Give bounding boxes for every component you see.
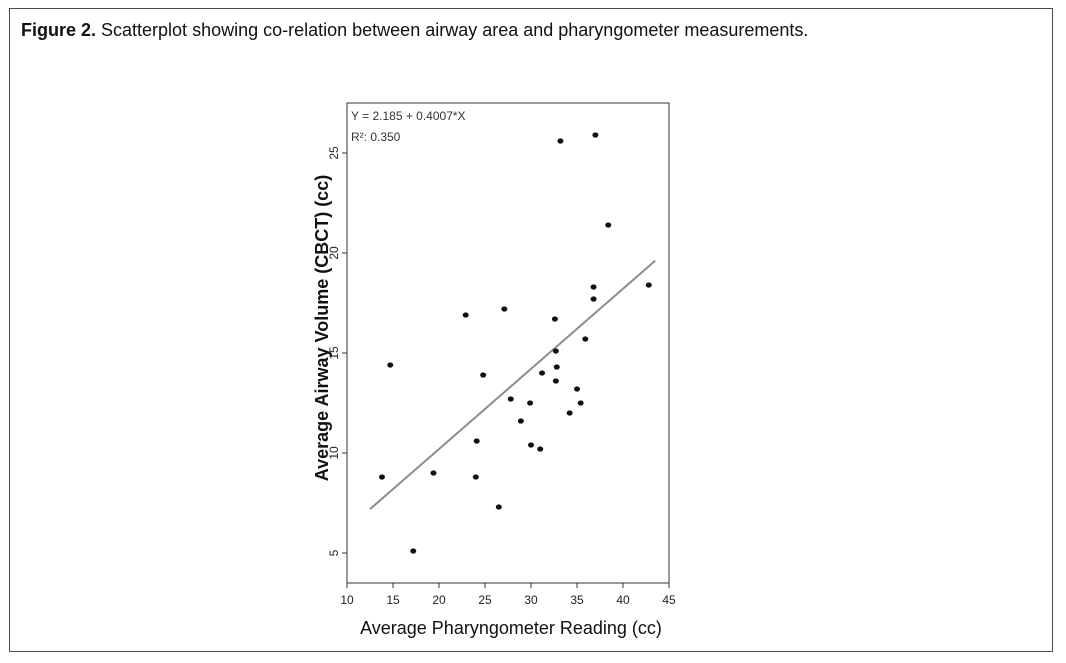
points-layer (378, 132, 652, 554)
data-point (557, 138, 564, 144)
data-point (582, 336, 589, 342)
data-point (430, 470, 437, 476)
y-tick-label: 25 (327, 146, 341, 160)
data-point (574, 386, 580, 392)
y-tick-label: 10 (327, 446, 341, 460)
x-tick-label: 10 (340, 593, 354, 607)
data-point (577, 400, 584, 406)
data-point (552, 348, 559, 354)
data-point (592, 132, 599, 138)
data-point (527, 400, 534, 406)
data-point (528, 442, 534, 448)
data-point (410, 548, 417, 554)
data-point (378, 474, 385, 480)
caption-text: Scatterplot showing co-relation between … (96, 20, 809, 40)
data-point (590, 284, 597, 290)
data-point (553, 364, 560, 370)
x-tick-label: 30 (524, 593, 538, 607)
data-point (472, 474, 479, 480)
y-axis-title: Average Airway Volume (CBCT) (cc) (312, 175, 332, 481)
regression-layer (369, 259, 656, 510)
data-point (539, 370, 546, 376)
data-point (551, 316, 558, 322)
regression-equation: Y = 2.185 + 0.4007*X (351, 109, 466, 123)
data-point (473, 438, 480, 444)
data-point (462, 312, 469, 318)
data-point (590, 296, 597, 302)
plot-frame (346, 102, 670, 584)
data-point (566, 410, 573, 416)
figure-frame (9, 8, 1053, 652)
x-tick-label: 25 (478, 593, 492, 607)
data-point (387, 362, 394, 368)
y-axis: 5 10 15 20 25 (327, 146, 347, 556)
y-tick-label: 15 (327, 346, 341, 360)
r-squared: R²: 0.350 (351, 130, 401, 144)
regression-line (369, 259, 656, 510)
x-axis-title: Average Pharyngometer Reading (cc) (360, 618, 662, 638)
data-point (507, 396, 514, 402)
data-point (537, 446, 544, 452)
caption-label: Figure 2. (21, 20, 97, 40)
x-axis: 10 15 20 25 30 35 40 45 (340, 583, 676, 607)
data-point (495, 504, 502, 510)
x-tick-label: 20 (432, 593, 446, 607)
data-point (552, 378, 559, 384)
y-tick-label: 20 (327, 246, 341, 260)
data-point (501, 306, 508, 312)
x-tick-label: 45 (662, 593, 676, 607)
figure-caption: Figure 2. Scatterplot showing co-relatio… (21, 20, 808, 41)
x-tick-label: 15 (386, 593, 400, 607)
data-point (645, 282, 652, 288)
data-point (480, 372, 487, 378)
x-tick-label: 35 (570, 593, 584, 607)
x-tick-label: 40 (616, 593, 630, 607)
data-point (605, 222, 612, 228)
y-tick-label: 5 (327, 549, 341, 556)
data-point (517, 418, 524, 424)
